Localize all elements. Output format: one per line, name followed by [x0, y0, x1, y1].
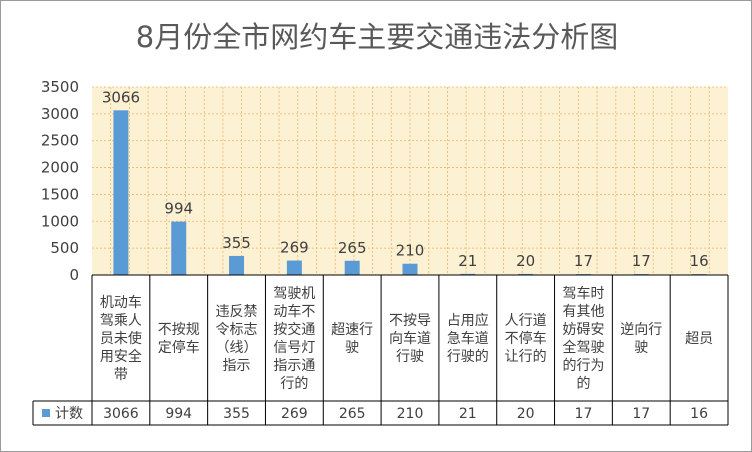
chart-title: 8月份全市网约车主要交通违法分析图 [136, 20, 618, 54]
category-label-line: 妨碍安 [562, 322, 604, 338]
category-label-line: 不按规 [158, 322, 200, 338]
table-value: 210 [397, 406, 424, 422]
category-label-line: 动车不 [273, 303, 315, 320]
bar [113, 110, 129, 275]
category-label-line: 机动车 [100, 294, 142, 311]
y-tick-label: 1500 [41, 185, 79, 203]
category-label-line: 向车道 [389, 330, 431, 347]
category-label-line: 超速行 [331, 322, 373, 338]
category-label-line: 定停车 [158, 339, 200, 356]
table-value: 21 [459, 406, 477, 422]
category-label-line: 不按导 [389, 313, 431, 329]
y-tick-label: 1000 [41, 212, 79, 230]
category-label-line: 违反禁 [216, 304, 258, 320]
category-label-line: 用安全 [100, 348, 142, 365]
category-label-line: 人行道 [505, 313, 547, 329]
category-label-line: 按交通 [273, 321, 315, 338]
table-value: 994 [165, 406, 192, 422]
y-tick-label: 2500 [41, 132, 79, 150]
data-label: 3066 [102, 88, 140, 106]
table-value: 17 [632, 406, 650, 422]
bars [113, 110, 707, 275]
data-label: 21 [458, 252, 477, 270]
category-label-line: 的 [576, 376, 590, 392]
gridlines [92, 86, 728, 275]
category-label: 机动车驾乘人员未使用安全带 [100, 294, 142, 383]
category-label-line: 驾驶机 [273, 286, 315, 302]
bar [229, 255, 245, 275]
bar [171, 221, 187, 275]
data-label: 265 [338, 239, 367, 257]
category-label-line: 让行的 [505, 349, 547, 365]
bar [286, 260, 302, 275]
category-label-line: 指示 [223, 358, 251, 374]
category-label-line: 员未使 [100, 330, 142, 347]
bar [402, 263, 418, 275]
data-label: 210 [396, 242, 425, 260]
data-label: 269 [280, 239, 309, 257]
category-label: 违反禁令标志 （线） 指示 [216, 304, 258, 374]
data-label: 994 [164, 200, 193, 218]
bar [460, 273, 476, 275]
category-label: 超速行驶 [331, 322, 373, 356]
data-label: 17 [632, 252, 651, 270]
y-tick-label: 500 [50, 239, 79, 257]
category-label-line: 有其他 [562, 304, 604, 320]
bar [518, 273, 534, 275]
data-labels: 3066 994 355 269 265 210 21 20 17 17 16 [102, 88, 709, 270]
category-label-line: 全驾驶 [562, 339, 604, 356]
y-tick-label: 0 [69, 266, 79, 284]
table-value: 269 [281, 406, 308, 422]
data-label: 20 [516, 252, 535, 270]
category-label-line: 急车道 [447, 330, 489, 347]
category-label: 驾驶机动车不按交通信号灯指示通行的 [273, 286, 315, 392]
category-label-line: （线） [216, 340, 258, 356]
category-label: 逆向行驶 [620, 322, 662, 356]
y-tick-label: 3000 [41, 105, 79, 123]
category-label-line: 超员 [685, 331, 713, 347]
category-label-line: 行的 [280, 376, 308, 392]
category-label: 占用应急车道行驶的 [447, 312, 489, 365]
y-axis: 0 500 1000 1500 2000 2500 3000 3500 [41, 78, 79, 284]
category-label-line: 指示通 [273, 358, 315, 374]
category-label-line: 行驶的 [447, 349, 489, 365]
category-label-line: 不停车 [505, 330, 547, 347]
table-value: 3066 [103, 406, 139, 422]
category-label-line: 驶 [634, 340, 648, 356]
data-label: 16 [690, 252, 709, 270]
category-label-line: 驾车时 [562, 285, 604, 302]
category-label-line: 逆向行 [620, 322, 662, 338]
category-label: 不按规定停车 [158, 322, 200, 356]
category-label: 人行道不停车让行的 [505, 313, 547, 365]
category-label: 驾车时有其他妨碍安全驾驶的行为的 [562, 285, 604, 392]
category-label: 超员 [685, 331, 713, 347]
category-label-line: 驶 [345, 340, 359, 356]
table-value: 20 [517, 406, 535, 422]
data-label: 355 [222, 234, 251, 252]
category-label-line: 带 [114, 367, 128, 383]
legend-swatch [42, 409, 50, 417]
y-tick-label: 2000 [41, 159, 79, 177]
data-table: 机动车驾乘人员未使用安全带不按规定停车违反禁令标志（线）指示驾驶机动车不按交通信… [32, 274, 729, 426]
data-label: 17 [574, 252, 593, 270]
category-label-line: 占用应 [447, 312, 489, 329]
legend-series-name: 计数 [55, 406, 83, 422]
category-label: 不按导向车道行驶 [389, 313, 431, 365]
category-label-line: 令标志 [216, 322, 258, 338]
category-label-line: 行驶 [396, 349, 424, 365]
category-label-line: 驾乘人 [100, 313, 142, 329]
y-tick-label: 3500 [41, 78, 79, 96]
category-label-line: 的行为 [562, 358, 604, 374]
table-value: 355 [223, 406, 250, 422]
category-label-line: 信号灯 [273, 340, 315, 356]
table-value: 17 [575, 406, 593, 422]
table-value: 265 [339, 406, 366, 422]
bar [344, 260, 360, 275]
table-value: 16 [690, 406, 708, 422]
